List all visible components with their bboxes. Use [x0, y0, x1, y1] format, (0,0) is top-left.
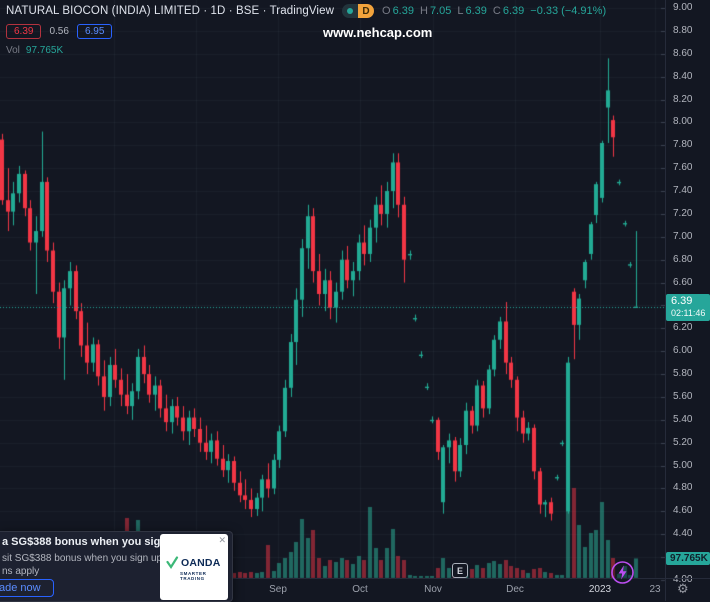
spread-value: 0.56 — [49, 26, 69, 37]
high-label: H — [419, 5, 428, 17]
ohlc-readout: O 6.39 H 7.05 L 6.39 C 6.39 −0.33 (−4.91%) — [382, 5, 606, 17]
change-value: −0.33 (−4.91%) — [530, 5, 607, 17]
price-tick: 6.20 — [673, 322, 693, 334]
ad-brand-panel[interactable]: ✕ OANDA SMARTER TRADING — [160, 534, 228, 600]
volume-readout: Vol 97.765K — [6, 45, 63, 56]
volume-axis-label: 97.765K — [666, 552, 710, 565]
price-tick: 8.60 — [673, 47, 693, 59]
volume-value: 97.765K — [25, 45, 64, 56]
gear-icon[interactable]: ⚙ — [677, 581, 689, 596]
time-tick: Oct — [352, 584, 368, 595]
close-value: 6.39 — [502, 5, 525, 17]
axis-corner: ⚙ — [665, 578, 710, 601]
flash-icon[interactable] — [609, 559, 636, 586]
price-tick: 7.60 — [673, 162, 693, 174]
price-tick: 5.80 — [673, 368, 693, 380]
price-tick: 4.60 — [673, 505, 693, 517]
ad-terms: ns apply — [2, 566, 40, 577]
time-tick: Nov — [424, 584, 442, 595]
ad-subtext: sit SG$388 bonus when you sign up. — [2, 553, 165, 564]
time-tick: Sep — [269, 584, 287, 595]
open-value: 6.39 — [392, 5, 414, 17]
price-tick: 5.60 — [673, 390, 693, 402]
current-price-label: 6.39 02:11:46 — [666, 294, 710, 321]
price-tick: 8.80 — [673, 24, 693, 36]
oanda-logo[interactable]: OANDA — [166, 556, 221, 569]
bid-ask-row: 6.39 0.56 6.95 — [6, 24, 113, 39]
oanda-tagline: SMARTER TRADING — [180, 571, 207, 581]
price-tick: 9.00 — [673, 2, 693, 13]
time-tick: Dec — [506, 584, 524, 595]
price-tick: 7.80 — [673, 139, 693, 151]
ad-headline: a SG$388 bonus when you sign up. — [2, 536, 187, 548]
price-tick: 8.40 — [673, 70, 693, 82]
price-tick: 7.20 — [673, 207, 693, 219]
ad-banner: a SG$388 bonus when you sign up. sit SG$… — [0, 531, 233, 602]
price-axis[interactable]: 9.00 8.80 8.60 8.40 8.20 8.00 7.80 7.60 7.40 7.20… — [665, 0, 710, 585]
low-label: L — [457, 5, 464, 17]
price-tick: 6.80 — [673, 253, 693, 265]
price-tick: 7.00 — [673, 230, 693, 242]
buy-price-button[interactable]: 6.95 — [76, 24, 113, 39]
oanda-check-icon — [166, 556, 179, 569]
price-tick: 4.00 — [673, 574, 693, 585]
time-tick: 23 — [649, 584, 661, 595]
chart-legend: NATURAL BIOCON (INDIA) LIMITED · 1D · BS… — [6, 4, 606, 18]
price-tick: 5.00 — [673, 459, 693, 471]
time-axis[interactable]: Sep Oct Nov Dec 2023 23 — [0, 578, 665, 601]
earnings-marker[interactable]: E — [452, 563, 468, 578]
volume-label: Vol — [6, 45, 20, 56]
oanda-wordmark: OANDA — [181, 556, 221, 569]
low-value: 6.39 — [465, 5, 487, 17]
symbol-title[interactable]: NATURAL BIOCON (INDIA) LIMITED · 1D · BS… — [6, 5, 334, 17]
trade-now-button[interactable]: ade now — [0, 579, 54, 597]
price-tick: 5.40 — [673, 413, 693, 425]
price-tick: 4.40 — [673, 528, 693, 540]
sell-price-button[interactable]: 6.39 — [6, 24, 42, 39]
price-tick: 4.80 — [673, 482, 693, 494]
interval-status-badge[interactable]: D — [342, 4, 374, 18]
price-tick: 5.20 — [673, 436, 693, 448]
price-tick: 6.00 — [673, 345, 693, 357]
bar-countdown: 02:11:46 — [671, 308, 706, 318]
ad-close-icon[interactable]: ✕ — [218, 535, 226, 545]
open-label: O — [382, 5, 391, 17]
price-tick: 8.00 — [673, 116, 693, 128]
price-tick: 6.60 — [673, 276, 693, 288]
price-tick: 8.20 — [673, 93, 693, 105]
high-value: 7.05 — [429, 5, 452, 17]
current-price-value: 6.39 — [671, 295, 693, 307]
close-label: C — [492, 5, 501, 17]
price-tick: 7.40 — [673, 185, 693, 197]
time-tick: 2023 — [588, 584, 612, 595]
market-status-dot-icon — [342, 4, 358, 18]
watermark: www.nehcap.com — [323, 25, 433, 40]
interval-d-badge: D — [358, 4, 374, 18]
